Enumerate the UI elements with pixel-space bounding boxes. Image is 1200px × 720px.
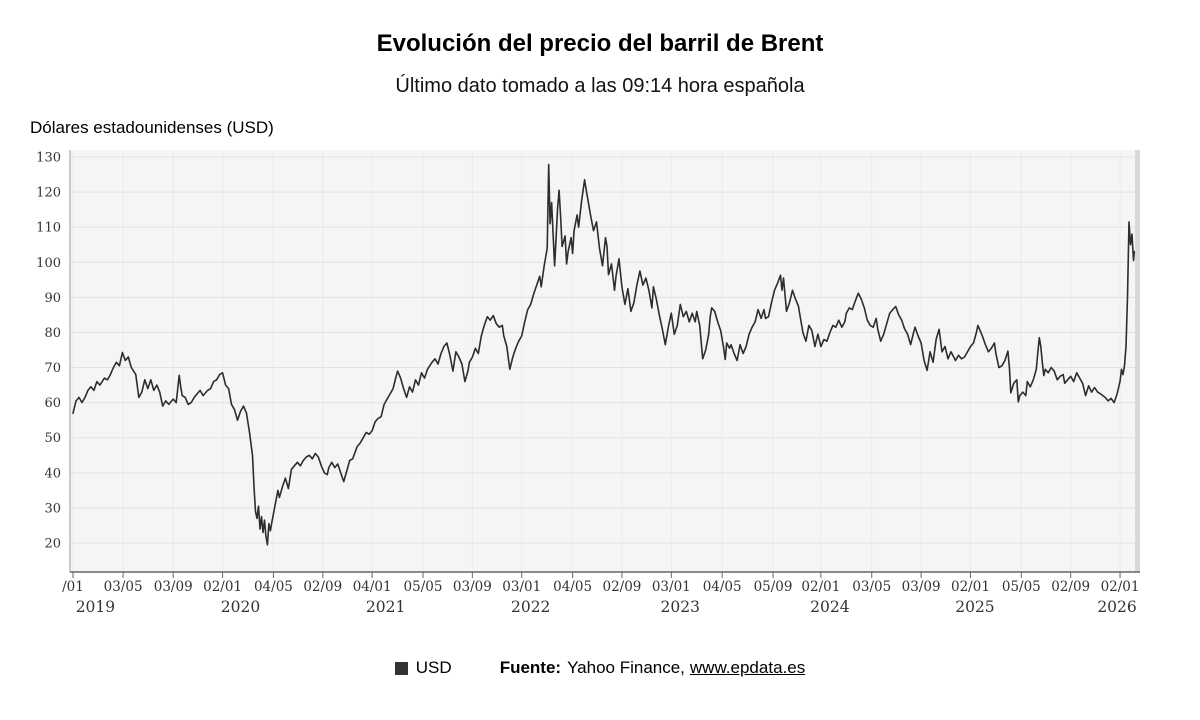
svg-text:2021: 2021: [366, 598, 405, 616]
svg-text:2019: 2019: [76, 598, 115, 616]
svg-text:110: 110: [36, 221, 61, 236]
svg-text:/01: /01: [62, 579, 84, 595]
svg-text:2024: 2024: [810, 598, 850, 616]
svg-text:02/01: 02/01: [801, 579, 840, 595]
svg-text:120: 120: [36, 186, 61, 201]
svg-text:04/01: 04/01: [353, 579, 392, 595]
page-subtitle: Último dato tomado a las 09:14 hora espa…: [395, 75, 805, 97]
svg-text:100: 100: [36, 256, 61, 271]
svg-text:70: 70: [44, 361, 61, 376]
legend-label-usd: USD: [415, 658, 452, 677]
svg-text:02/01: 02/01: [1101, 579, 1140, 595]
svg-text:02/09: 02/09: [303, 579, 342, 595]
page-title: Evolución del precio del barril de Brent: [376, 30, 824, 57]
legend-swatch-icon: [394, 661, 408, 675]
svg-text:03/09: 03/09: [453, 579, 492, 595]
svg-text:03/05: 03/05: [104, 579, 143, 595]
svg-text:60: 60: [44, 396, 61, 411]
svg-text:2026: 2026: [1097, 598, 1136, 616]
svg-text:130: 130: [36, 151, 61, 166]
svg-text:05/09: 05/09: [754, 579, 793, 595]
svg-text:2025: 2025: [955, 598, 994, 616]
svg-text:02/01: 02/01: [951, 579, 990, 595]
svg-text:04/05: 04/05: [254, 579, 293, 595]
source-text: Yahoo Finance,: [567, 658, 685, 677]
chart-footer: USD Fuente: Yahoo Finance, www.epdata.es: [0, 658, 1200, 678]
svg-text:20: 20: [44, 537, 61, 552]
svg-text:02/01: 02/01: [203, 579, 242, 595]
svg-text:2020: 2020: [221, 598, 260, 616]
svg-text:05/05: 05/05: [1002, 579, 1041, 595]
svg-text:50: 50: [44, 431, 61, 446]
svg-text:03/09: 03/09: [902, 579, 941, 595]
source-link[interactable]: www.epdata.es: [689, 658, 806, 677]
svg-text:02/09: 02/09: [602, 579, 641, 595]
source-label: Fuente:: [499, 658, 562, 677]
svg-text:03/01: 03/01: [652, 579, 691, 595]
svg-text:04/05: 04/05: [553, 579, 592, 595]
svg-text:30: 30: [44, 501, 61, 516]
svg-text:02/09: 02/09: [1051, 579, 1090, 595]
svg-text:05/05: 05/05: [404, 579, 443, 595]
y-axis-title: Dólares estadounidenses (USD): [30, 118, 274, 137]
svg-text:04/05: 04/05: [703, 579, 742, 595]
svg-text:03/01: 03/01: [502, 579, 541, 595]
svg-text:03/09: 03/09: [154, 579, 193, 595]
svg-text:2023: 2023: [661, 598, 700, 616]
svg-text:90: 90: [44, 291, 61, 306]
svg-text:2022: 2022: [511, 598, 550, 616]
svg-text:40: 40: [44, 466, 61, 481]
svg-text:80: 80: [44, 326, 61, 341]
brent-price-line-chart: 20 30 40 50 60 70 80 90 100 110 120 130/01 03/05 03/0…: [36, 150, 1140, 616]
svg-text:03/05: 03/05: [852, 579, 891, 595]
